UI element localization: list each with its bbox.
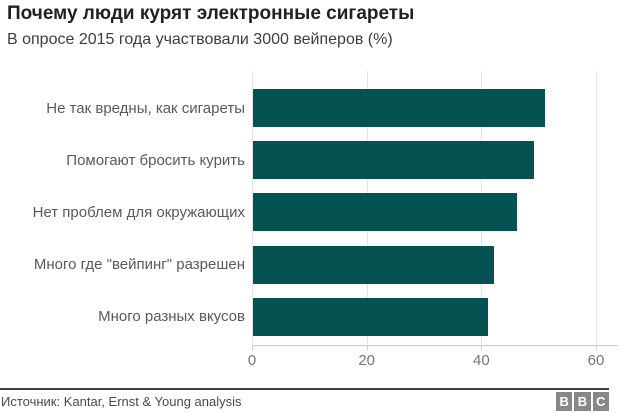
bbc-logo-block-b1: B [556, 392, 573, 411]
category-label: Нет проблем для окружающих [32, 203, 245, 221]
bbc-logo-block-c: C [592, 392, 609, 411]
page-subtitle: В опросе 2015 года участвовали 3000 вейп… [7, 31, 393, 48]
category-label: Много разных вкусов [98, 308, 245, 326]
x-axis-line [252, 345, 618, 346]
x-tick-label-20: 20 [358, 352, 375, 369]
source-text: Источник: Kantar, Ernst & Young analysis [1, 394, 242, 409]
x-axis-tick-20 [366, 345, 368, 350]
x-tick-label-40: 40 [472, 352, 490, 369]
bbc-logo-block-b2: B [574, 392, 591, 411]
x-axis-tick-60 [595, 345, 597, 350]
bar [253, 193, 517, 232]
category-label: Не так вредны, как сигареты [46, 99, 245, 117]
footer-divider [0, 388, 609, 390]
x-tick-label-0: 0 [247, 352, 257, 369]
bar [253, 89, 546, 127]
page-title: Почему люди курят электронные сигареты [7, 3, 415, 24]
bar [253, 297, 489, 336]
category-label: Помогают бросить курить [66, 151, 245, 169]
bar [253, 245, 494, 284]
x-tick-label-60: 60 [587, 352, 605, 369]
gridline-60 [595, 71, 597, 345]
bar [253, 141, 534, 180]
x-axis-tick-0 [252, 345, 253, 350]
x-axis-tick-40 [481, 345, 483, 350]
category-label: Много где "вейпинг" разрешен [33, 256, 245, 274]
bbc-logo: B B C [556, 392, 609, 411]
gridline-0 [252, 71, 253, 345]
